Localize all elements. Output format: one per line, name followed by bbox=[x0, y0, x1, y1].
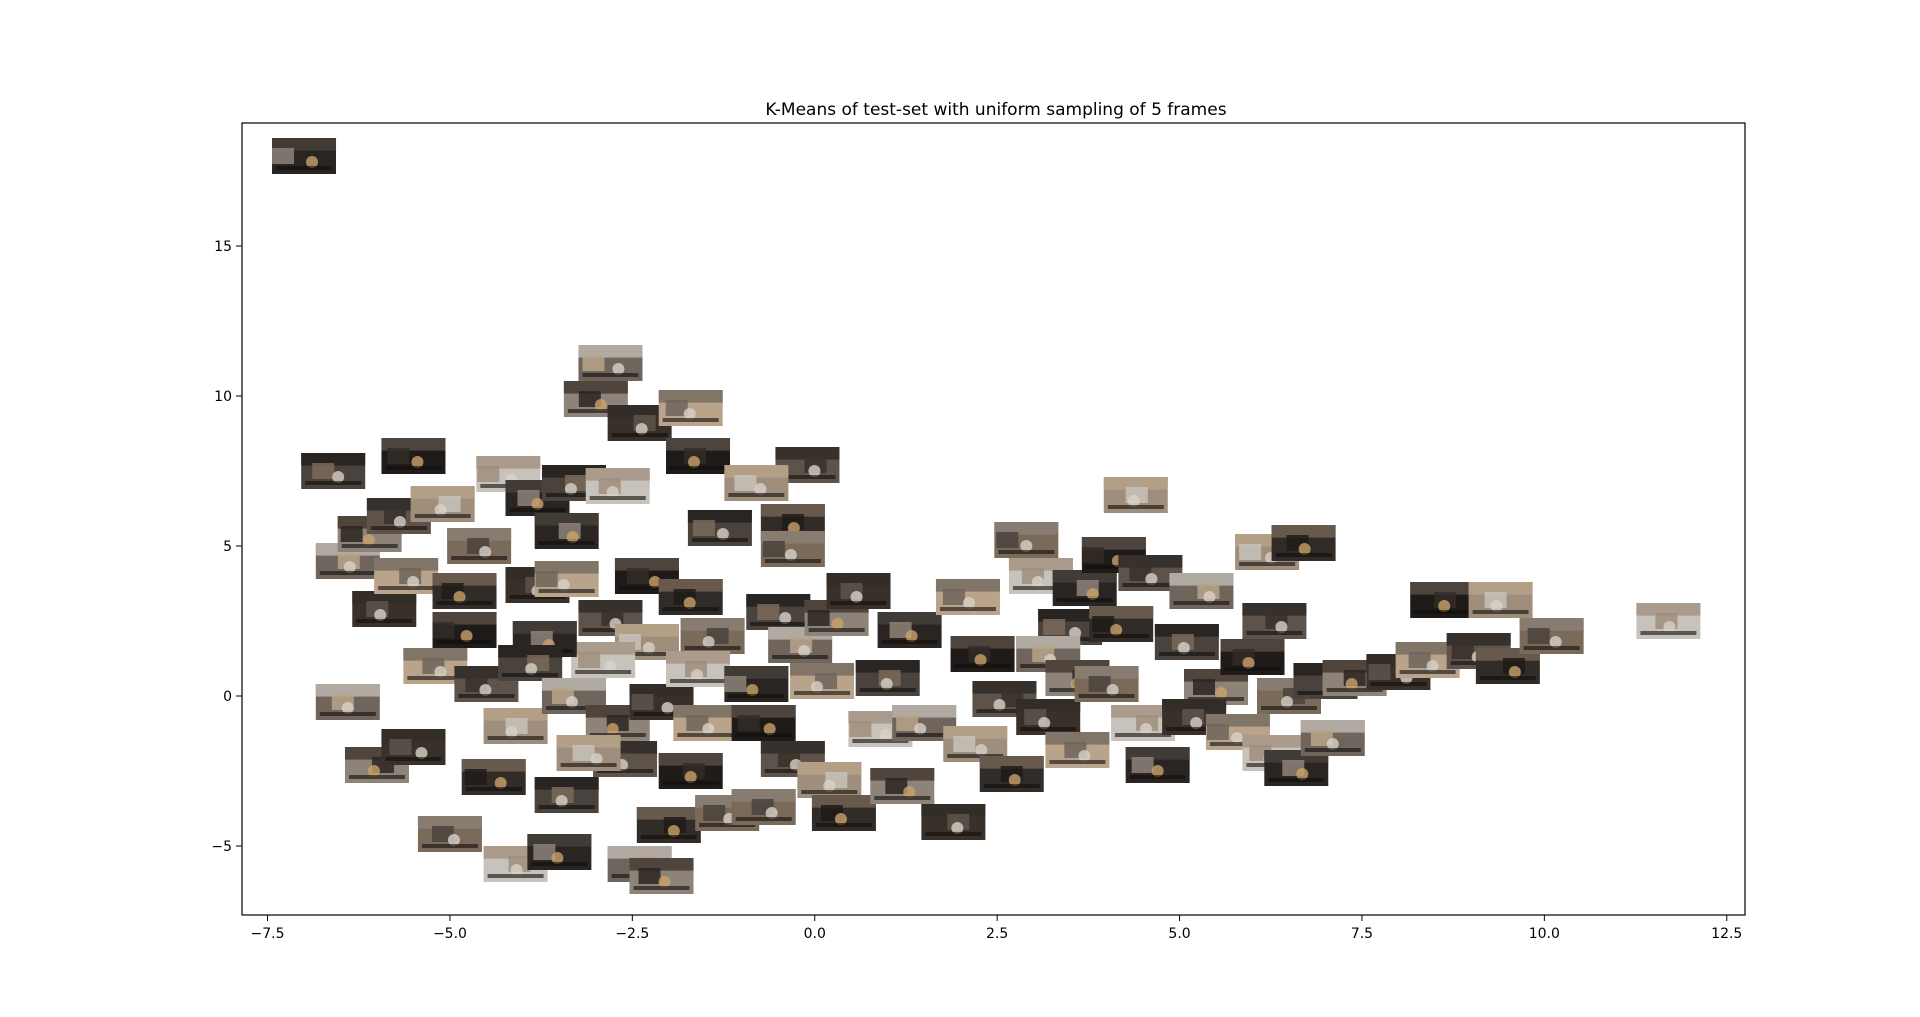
thumbnail-point bbox=[687, 510, 752, 546]
thumbnail-point bbox=[614, 558, 679, 594]
thumbnail-point bbox=[1410, 582, 1475, 618]
thumbnail-point bbox=[527, 834, 592, 870]
thumbnail-point bbox=[636, 807, 701, 843]
thumbnail-point bbox=[877, 612, 942, 648]
thumbnail-point bbox=[1636, 603, 1701, 639]
thumbnail-point bbox=[1220, 639, 1285, 675]
thumbnail-point bbox=[790, 663, 855, 699]
x-tick-label: 5.0 bbox=[1168, 926, 1190, 942]
thumbnail-point bbox=[578, 345, 643, 381]
thumbnail-point bbox=[301, 453, 366, 489]
thumbnail-point bbox=[921, 804, 986, 840]
thumbnail-point bbox=[855, 660, 920, 696]
thumbnail-point bbox=[746, 594, 811, 630]
thumbnail-point bbox=[950, 636, 1015, 672]
thumbnail-point bbox=[1052, 570, 1117, 606]
thumbnail-point bbox=[1519, 618, 1584, 654]
thumbnail-point bbox=[811, 795, 876, 831]
thumbnail-point bbox=[979, 756, 1044, 792]
x-tick-label: 0.0 bbox=[804, 926, 826, 942]
y-axis: −5 0 5 10 15 bbox=[211, 239, 242, 855]
thumbnail-point bbox=[658, 390, 723, 426]
thumbnail-point bbox=[534, 513, 599, 549]
y-tick-label: 0 bbox=[223, 689, 232, 705]
thumbnail-point bbox=[1103, 477, 1168, 513]
y-tick-label: 10 bbox=[214, 389, 232, 405]
y-tick-label: −5 bbox=[211, 839, 232, 855]
x-tick-label: 2.5 bbox=[986, 926, 1008, 942]
thumbnail-point bbox=[680, 618, 745, 654]
x-tick-label: −5.0 bbox=[433, 926, 467, 942]
thumbnail-point bbox=[315, 684, 380, 720]
thumbnail-point bbox=[1045, 732, 1110, 768]
thumbnail-point bbox=[432, 573, 497, 609]
thumbnail-point bbox=[943, 726, 1008, 762]
thumbnail-point bbox=[381, 438, 446, 474]
thumbnail-point bbox=[1081, 537, 1146, 573]
thumbnail-point bbox=[760, 531, 825, 567]
thumbnail-point bbox=[797, 762, 862, 798]
x-tick-label: 12.5 bbox=[1711, 926, 1742, 942]
x-tick-label: −2.5 bbox=[615, 926, 649, 942]
thumbnail-point bbox=[731, 789, 796, 825]
thumbnail-point bbox=[461, 759, 526, 795]
thumbnail-point bbox=[658, 753, 723, 789]
thumbnail-point bbox=[571, 642, 636, 678]
thumbnail-point bbox=[498, 645, 563, 681]
thumbnail-point bbox=[1154, 624, 1219, 660]
x-tick-label: 7.5 bbox=[1351, 926, 1373, 942]
thumbnail-point bbox=[673, 705, 738, 741]
y-tick-label: 5 bbox=[223, 539, 232, 555]
thumbnail-point bbox=[1074, 666, 1139, 702]
thumbnail-point bbox=[556, 735, 621, 771]
x-tick-label: −7.5 bbox=[251, 926, 285, 942]
thumbnail-point bbox=[534, 777, 599, 813]
thumbnail-point bbox=[352, 591, 417, 627]
thumbnail-point bbox=[447, 528, 512, 564]
thumbnail-point bbox=[1125, 747, 1190, 783]
thumbnail-point bbox=[381, 729, 446, 765]
thumbnail-point bbox=[563, 381, 628, 417]
thumbnail-point bbox=[534, 561, 599, 597]
y-tick-label: 15 bbox=[214, 239, 232, 255]
thumbnail-point bbox=[1300, 720, 1365, 756]
thumbnail-point bbox=[1271, 525, 1336, 561]
thumbnail-points bbox=[272, 138, 1701, 894]
thumbnail-point bbox=[826, 573, 891, 609]
thumbnail-point bbox=[994, 522, 1059, 558]
thumbnail-point bbox=[374, 558, 439, 594]
thumbnail-point bbox=[935, 579, 1000, 615]
thumbnail-point bbox=[483, 708, 548, 744]
thumbnail-point bbox=[432, 612, 497, 648]
thumbnail-point bbox=[585, 468, 650, 504]
thumbnail-point bbox=[272, 138, 337, 174]
thumbnail-point bbox=[629, 858, 694, 894]
thumbnail-point bbox=[417, 816, 482, 852]
thumbnail-point bbox=[724, 465, 789, 501]
chart-title: K-Means of test-set with uniform samplin… bbox=[765, 100, 1226, 120]
thumbnail-point bbox=[1118, 555, 1183, 591]
x-tick-label: 10.0 bbox=[1529, 926, 1560, 942]
thumbnail-point bbox=[1468, 582, 1533, 618]
thumbnail-point bbox=[1089, 606, 1154, 642]
thumbnail-point bbox=[1016, 699, 1081, 735]
thumbnail-point bbox=[666, 651, 731, 687]
thumbnail-point bbox=[1242, 603, 1307, 639]
thumbnail-point bbox=[731, 705, 796, 741]
thumbnail-point bbox=[724, 666, 789, 702]
thumbnail-point bbox=[658, 579, 723, 615]
plot-area-frame bbox=[241, 122, 1746, 916]
thumbnail-point bbox=[870, 768, 935, 804]
thumbnail-point bbox=[1169, 573, 1234, 609]
x-axis: −7.5 −5.0 −2.5 0.0 2.5 5.0 7.5 10.0 12.5 bbox=[251, 915, 1742, 942]
thumbnail-point bbox=[666, 438, 731, 474]
thumbnail-point bbox=[410, 486, 475, 522]
